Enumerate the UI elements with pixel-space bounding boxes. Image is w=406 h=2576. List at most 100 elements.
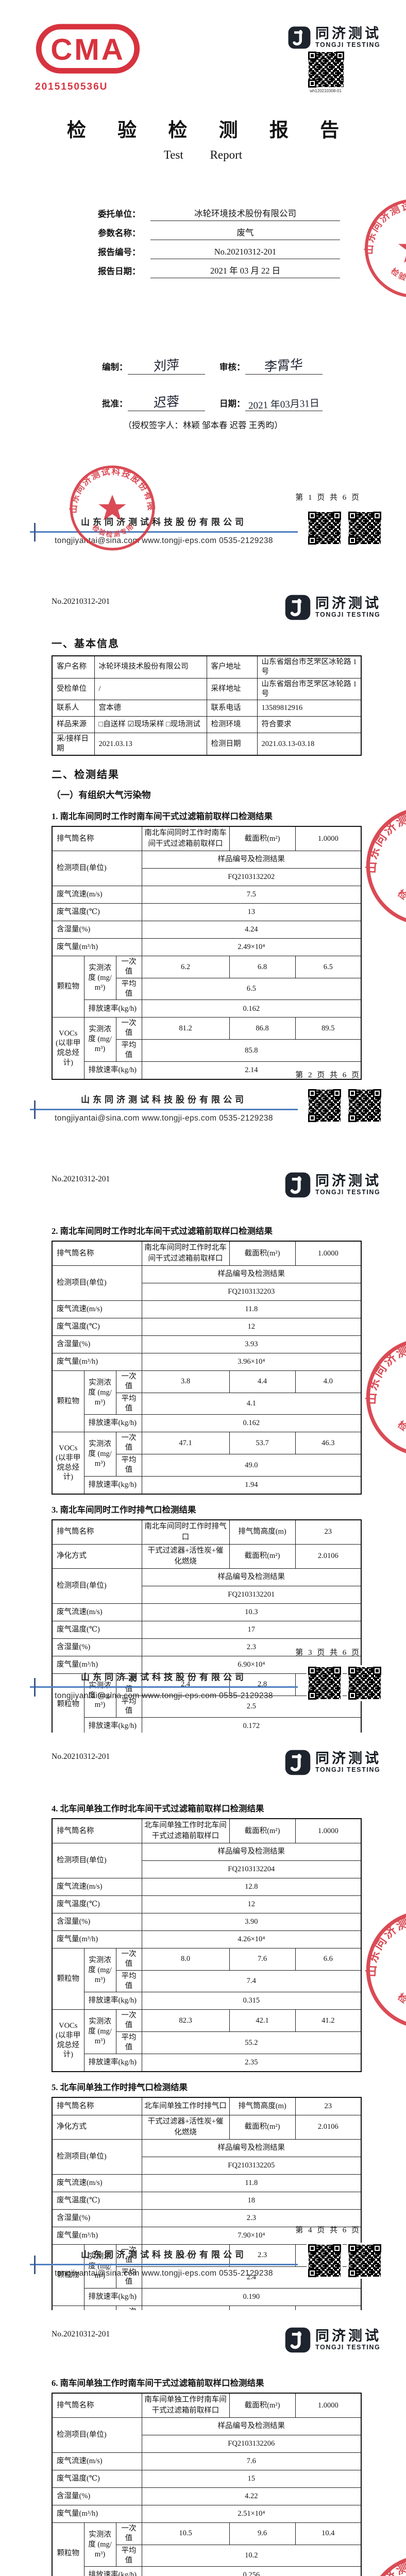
page-header: No.20210312-201 同济测试 TONGJI TESTING [52, 1749, 381, 1776]
footer-contact: tongjiyantai@sina.com www.tongji-eps.com… [55, 1113, 273, 1123]
page-1: CMA 2015150536U 同济测试 TONGJI TESTING wh12… [0, 0, 406, 578]
authorized-signers-note: （授权签字人：林颖 邹本春 迟蓉 王秀昀） [123, 420, 283, 430]
sample-header-row: 检测项目(单位) 样品编号及检测结果 [52, 1265, 362, 1301]
footer-text-block: 山东同济测试科技股份有限公司 tongjiyantai@sina.com www.… [30, 2247, 298, 2278]
row-label: 截面积(m²) [229, 2114, 296, 2140]
footer-qr-code [307, 1665, 343, 1701]
row-label: 排气筒名称 [52, 826, 142, 852]
value-cell: 23 [295, 1519, 362, 1545]
tongji-logo-icon [287, 26, 311, 49]
handwritten-signature: 刘萍 [153, 358, 180, 374]
field-row: 报告编号： No.20210312-201 [98, 240, 340, 259]
pollutant-name: VOCs(以非甲烷总烃计) [52, 2306, 84, 2310]
cma-logo: CMA 2015150536U [35, 24, 148, 93]
info-value: 2021.03.13-03.18 [257, 733, 362, 756]
param-row: 废气温度(℃) 15 [52, 2470, 362, 2488]
measurement-value: 86.8 [229, 1017, 296, 1040]
info-value: □自送样 ☑现场采样 □现场测试 [94, 716, 207, 734]
info-value: 2021.03.13 [94, 733, 207, 756]
qr-finder-pattern [308, 1667, 316, 1675]
pollutant-once-row: 颗粒物 实测浓度 (mg/m³) 一次值 8.0 7.6 6.6 [52, 1948, 362, 2010]
param-row: 废气流速(m/s) 7.5 [52, 886, 362, 904]
row-label: 净化方式 [52, 2114, 142, 2140]
row-label: 检测项目(单位) [52, 2417, 142, 2453]
param-value: 4.26×10⁴ [141, 1930, 362, 1949]
pollutant-name: 颗粒物 [52, 2522, 84, 2576]
sample-header-row: 检测项目(单位) 样品编号及检测结果 [52, 851, 362, 887]
result-table-title: 2. 南北车间同时工作时北车间干式过滤箱前取样口检测结果 [52, 1226, 273, 1236]
footer-text-block: 山东同济测试科技股份有限公司 tongjiyantai@sina.com www.… [30, 1092, 298, 1123]
qr-code-caption: wh120210308-01 [310, 89, 342, 93]
page-5: 6. 南车间单独工作时南车间干式过滤箱前取样口检测结果 排气筒名称 南车间单独工作时… [0, 2310, 406, 2576]
row-label: 一次值 [115, 1370, 142, 1393]
sample-id: FQ2103132204 [141, 1860, 362, 1879]
stack-name: 南北车间同时工作时北车间干式过滤箱前取样口 [141, 1241, 230, 1266]
param-value: 3.96×10⁴ [141, 1353, 362, 1371]
pollutant-name: 颗粒物 [52, 1370, 84, 1433]
brand-text: 同济测试 TONGJI TESTING [315, 596, 381, 619]
qr-finder-pattern [336, 52, 344, 60]
signature-cell: 批准： 迟蓉 [102, 392, 205, 411]
brand-text: 同济测试 TONGJI TESTING [315, 1174, 381, 1196]
report-date: 2021 年 03 月 22 日 [150, 264, 340, 278]
concentration-label: 实测浓度 (mg/m³) [83, 2009, 116, 2054]
info-label: 检测环境 [206, 716, 258, 734]
value-cell: 1.0000 [295, 826, 362, 852]
result-table-title: 6. 南车间单独工作时南车间干式过滤箱前取样口检测结果 [52, 2378, 264, 2388]
brand-text: 同济测试 TONGJI TESTING [315, 1751, 381, 1773]
sample-id-row: FQ2103132205 [52, 2156, 362, 2175]
sample-id: FQ2103132203 [141, 1283, 362, 1301]
param-label: 废气流速(m/s) [52, 1300, 142, 1319]
svg-text:检验检测专用章: 检验检测专用章 [363, 197, 406, 284]
concentration-label: 实测浓度 (mg/m³) [83, 1017, 116, 1062]
rate-label: 排放速率(kg/h) [83, 2566, 142, 2576]
param-row: 废气温度(℃) 12 [52, 1895, 362, 1914]
signature-block: 编制： 刘萍 审核： 李霄华 批准： 迟蓉 日期： 2021 年03月31日 [102, 355, 329, 429]
measurement-value: 41.2 [295, 2009, 362, 2032]
rate-label: 排放速率(kg/h) [83, 2053, 142, 2072]
qr-finder-pattern [308, 536, 316, 545]
sample-id: FQ2103132202 [141, 868, 362, 887]
param-row: 废气流速(m/s) 12.8 [52, 1878, 362, 1896]
param-label: 废气温度(℃) [52, 903, 142, 922]
info-label: 采/接样日期 [52, 733, 95, 756]
param-label: 含湿量(%) [52, 1913, 142, 1931]
qr-finder-pattern [373, 1667, 381, 1675]
param-row: 废气量(m³/h) 4.26×10⁴ [52, 1930, 362, 1949]
value-cell: 2.0106 [295, 1544, 362, 1569]
measurement-value: 8.0 [141, 1948, 230, 1971]
signature-cell: 审核： 李霄华 [219, 355, 323, 375]
signature-cell: 编制： 刘萍 [102, 355, 205, 375]
row-label: 截面积(m²) [229, 1818, 296, 1844]
param-row: 废气温度(℃) 12 [52, 1318, 362, 1336]
stack-header-row: 排气筒名称 北车间单独工作时北车间干式过滤箱前取样口 截面积(m²) 1.0000 [52, 1818, 362, 1844]
svg-text:检验检测专用章: 检验检测专用章 [364, 1908, 406, 2012]
edge-seal-stamp: 山东同济测试科技股份有限公司检验检测专用章 [364, 804, 406, 928]
rate-value: 0.256 [141, 2566, 362, 2576]
param-label: 废气量(m³/h) [52, 938, 142, 957]
qr-finder-pattern [308, 1114, 316, 1122]
row-label: 平均值 [115, 1454, 142, 1477]
sample-header-row: 检测项目(单位) 样品编号及检测结果 [52, 2417, 362, 2453]
row-label: 平均值 [115, 1695, 142, 1718]
sample-header-row: 检测项目(单位) 样品编号及检测结果 [52, 1568, 362, 1604]
measurement-value: 6.6 [295, 1948, 362, 1971]
qr-finder-pattern [308, 79, 316, 88]
qr-finder-pattern [333, 1089, 341, 1097]
param-row: 含湿量(%) 3.90 [52, 1913, 362, 1931]
svg-text:山东同济测试科技股份有限公司: 山东同济测试科技股份有限公司 [363, 197, 406, 255]
info-label: 受检单位 [52, 677, 95, 701]
row-label: 一次值 [115, 2244, 142, 2267]
rate-label: 排放速率(kg/h) [83, 1476, 142, 1495]
basic-info-row: 联系人 宫本德 联系电话 13589812916 [52, 700, 362, 717]
svg-text:山东同济测试科技股份有限公司: 山东同济测试科技股份有限公司 [68, 464, 156, 514]
result-table: 排气筒名称 北车间单独工作时排气口 排气筒高度(m) 23 净化方式 干式过滤器+活性炭+… [52, 2096, 362, 2310]
svg-text:山东同济测试科技股份有限公司: 山东同济测试科技股份有限公司 [364, 1335, 406, 1405]
brand-name-en: TONGJI TESTING [315, 41, 381, 49]
brand-name-zh: 同济测试 [315, 2328, 381, 2344]
brand-name-en: TONGJI TESTING [315, 611, 381, 619]
page-footer: 山东同济测试科技股份有限公司 tongjiyantai@sina.com www… [30, 510, 383, 564]
sample-header: 样品编号及检测结果 [141, 851, 362, 869]
row-label: 平均值 [115, 1970, 142, 1993]
